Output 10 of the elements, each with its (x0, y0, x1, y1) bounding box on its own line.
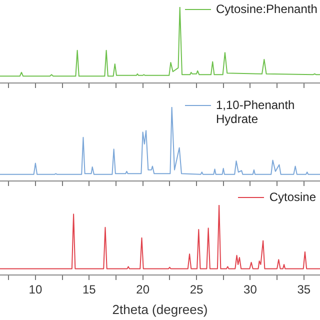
x-tick-label: 35 (297, 282, 311, 297)
legend-label: 1,10-Phenanth Hydrate (216, 98, 296, 126)
legend-label: Cytosine (269, 190, 316, 204)
legend-label: Cytosine:Phenanth (216, 2, 318, 16)
x-tick-label: 15 (82, 282, 96, 297)
x-tick-label: 25 (190, 282, 204, 297)
x-tick-label: 10 (28, 282, 42, 297)
x-axis-title: 2theta (degrees) (112, 302, 208, 317)
x-tick-label: 30 (244, 282, 258, 297)
x-tick-label: 20 (136, 282, 150, 297)
